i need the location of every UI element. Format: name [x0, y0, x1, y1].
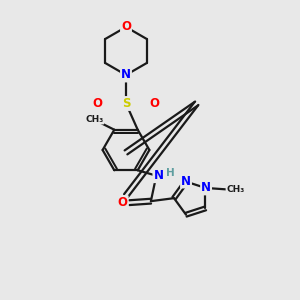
Text: CH₃: CH₃ — [85, 115, 103, 124]
Text: N: N — [201, 182, 211, 194]
Text: O: O — [118, 196, 128, 209]
Text: O: O — [149, 97, 159, 110]
Text: N: N — [153, 169, 164, 182]
Text: H: H — [166, 168, 175, 178]
Text: N: N — [121, 68, 131, 82]
Text: O: O — [93, 97, 103, 110]
Text: O: O — [121, 20, 131, 34]
Text: S: S — [122, 97, 130, 110]
Text: CH₃: CH₃ — [226, 185, 244, 194]
Text: N: N — [181, 175, 191, 188]
